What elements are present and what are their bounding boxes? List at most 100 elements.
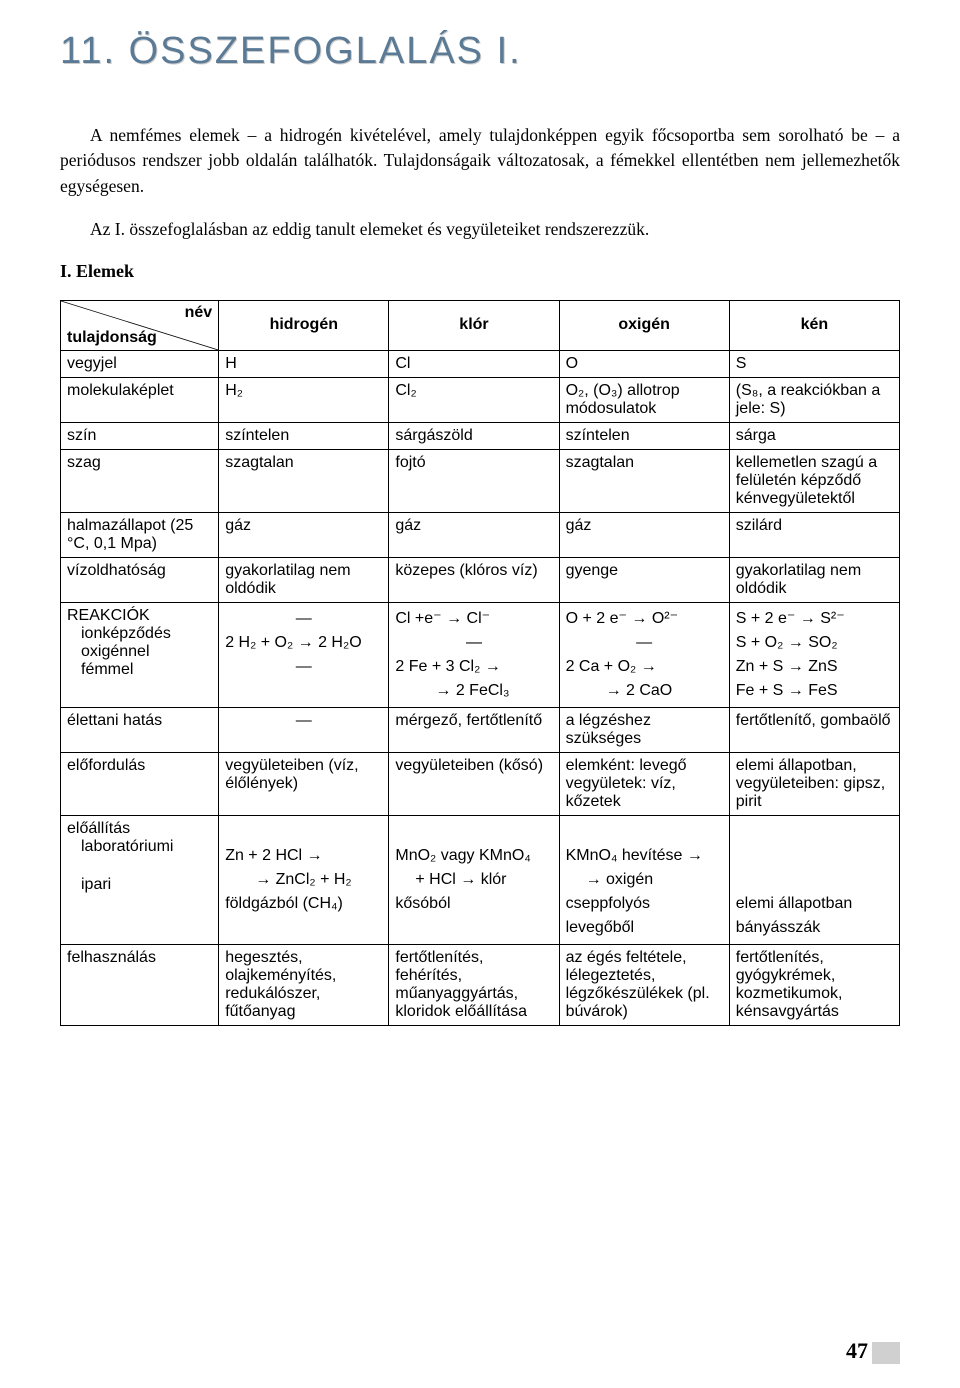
cell: Cl +e⁻ → Cl⁻ — 2 Fe + 3 Cl₂ → → 2 FeCl₃ xyxy=(389,602,559,707)
cell: gáz xyxy=(389,512,559,557)
cell: fertőtlenítő, gombaölő xyxy=(729,707,899,752)
cell: mérgező, fertőtlenítő xyxy=(389,707,559,752)
reaction-line: — xyxy=(395,631,552,655)
cell: színtelen xyxy=(219,422,389,449)
cell: S + 2 e⁻ → S²⁻ S + O₂ → SO₂ Zn + S → ZnS… xyxy=(729,602,899,707)
reaction-line: O + 2 e⁻ → O²⁻ xyxy=(566,607,723,631)
row-sublabel: laboratóriumi xyxy=(67,838,212,856)
row-label-text: előállítás xyxy=(67,820,130,837)
reaction-line: földgázból (CH₄) xyxy=(225,892,382,916)
row-label: REAKCIÓK ionképződés oxigénnel fémmel xyxy=(61,602,219,707)
row-sublabel: ipari xyxy=(67,876,212,894)
reaction-line: — xyxy=(566,631,723,655)
header-diagonal: név tulajdonság xyxy=(61,300,219,350)
cell: O + 2 e⁻ → O²⁻ — 2 Ca + O₂ → → 2 CaO xyxy=(559,602,729,707)
table-row: szín színtelen sárgászöld színtelen sárg… xyxy=(61,422,900,449)
row-label: molekulaképlet xyxy=(61,377,219,422)
reaction-line: Fe + S → FeS xyxy=(736,679,893,703)
header-chlorine: klór xyxy=(389,300,559,350)
reaction-line: 2 H₂ + O₂ → 2 H₂O xyxy=(225,631,382,655)
row-label: vízoldhatóság xyxy=(61,557,219,602)
row-label: szín xyxy=(61,422,219,449)
page-number-decoration xyxy=(872,1342,900,1364)
row-sublabel: fémmel xyxy=(67,661,212,679)
elements-table: név tulajdonság hidrogén klór oxigén kén… xyxy=(60,300,900,1026)
reaction-line: Cl +e⁻ → Cl⁻ xyxy=(395,607,552,631)
cell: kellemetlen szagú a felületén képződő ké… xyxy=(729,449,899,512)
chapter-number: 11. xyxy=(60,30,116,72)
table-row-preparation: előállítás laboratóriumi ipari Zn + 2 HC… xyxy=(61,815,900,944)
cell: az égés feltétele, lélegeztetés, légzőké… xyxy=(559,944,729,1025)
table-row: szag szagtalan fojtó szagtalan kellemetl… xyxy=(61,449,900,512)
reaction-line: → oxigén xyxy=(566,868,723,892)
row-label: felhasználás xyxy=(61,944,219,1025)
cell: Cl xyxy=(389,350,559,377)
reaction-line: elemi állapotban bányásszák xyxy=(736,892,893,940)
cell: — 2 H₂ + O₂ → 2 H₂O — xyxy=(219,602,389,707)
reaction-line: → ZnCl₂ + H₂ xyxy=(225,868,382,892)
reaction-line: MnO₂ vagy KMnO₄ xyxy=(395,844,552,868)
reaction-line: Zn + S → ZnS xyxy=(736,655,893,679)
table-row: élettani hatás — mérgező, fertőtlenítő a… xyxy=(61,707,900,752)
cell: elemi állapotban bányásszák xyxy=(729,815,899,944)
cell: közepes (klóros víz) xyxy=(389,557,559,602)
cell: elemi állapotban, vegyületeiben: gipsz, … xyxy=(729,752,899,815)
reaction-line: KMnO₄ hevítése → xyxy=(566,844,723,868)
row-sublabel: oxigénnel xyxy=(67,643,212,661)
table-row: halmazállapot (25 °C, 0,1 Mpa) gáz gáz g… xyxy=(61,512,900,557)
header-oxygen: oxigén xyxy=(559,300,729,350)
page-number: 47 xyxy=(846,1338,900,1364)
cell: Zn + 2 HCl → → ZnCl₂ + H₂ földgázból (CH… xyxy=(219,815,389,944)
table-row: molekulaképlet H₂ Cl₂ O₂, (O₃) allotrop … xyxy=(61,377,900,422)
reaction-line: Zn + 2 HCl → xyxy=(225,844,382,868)
row-label: szag xyxy=(61,449,219,512)
row-sublabel: ionképződés xyxy=(67,625,212,643)
cell: vegyületeiben (kősó) xyxy=(389,752,559,815)
cell: gyakorlatilag nem oldódik xyxy=(219,557,389,602)
reaction-line: → 2 CaO xyxy=(566,679,723,703)
cell: Cl₂ xyxy=(389,377,559,422)
cell: O xyxy=(559,350,729,377)
cell: O₂, (O₃) allotrop módosulatok xyxy=(559,377,729,422)
reaction-line: 2 Fe + 3 Cl₂ → xyxy=(395,655,552,679)
reaction-line: → 2 FeCl₃ xyxy=(395,679,552,703)
reaction-line: levegőből xyxy=(566,916,723,940)
row-label: halmazállapot (25 °C, 0,1 Mpa) xyxy=(61,512,219,557)
cell: fertőtlenítés, fehérítés, műanyaggyártás… xyxy=(389,944,559,1025)
reaction-line: — xyxy=(225,655,382,679)
cell: KMnO₄ hevítése → → oxigén cseppfolyós le… xyxy=(559,815,729,944)
cell: szagtalan xyxy=(219,449,389,512)
cell: színtelen xyxy=(559,422,729,449)
cell: gyenge xyxy=(559,557,729,602)
cell: sárgászöld xyxy=(389,422,559,449)
reaction-line: cseppfolyós xyxy=(566,892,723,916)
cell: a légzéshez szükséges xyxy=(559,707,729,752)
row-label: előfordulás xyxy=(61,752,219,815)
cell: gáz xyxy=(219,512,389,557)
cell: fertőtlenítés, gyógykrémek, kozmetikumok… xyxy=(729,944,899,1025)
row-label-text: REAKCIÓK xyxy=(67,607,150,624)
row-label: vegyjel xyxy=(61,350,219,377)
table-row: előfordulás vegyületeiben (víz, élőlénye… xyxy=(61,752,900,815)
row-label: élettani hatás xyxy=(61,707,219,752)
cell: S xyxy=(729,350,899,377)
table-row: vegyjel H Cl O S xyxy=(61,350,900,377)
table-row: vízoldhatóság gyakorlatilag nem oldódik … xyxy=(61,557,900,602)
row-label: előállítás laboratóriumi ipari xyxy=(61,815,219,944)
reaction-line: + HCl → klór xyxy=(395,868,552,892)
section-title: I. Elemek xyxy=(60,261,900,282)
page-number-text: 47 xyxy=(846,1338,868,1363)
header-diag-top: név xyxy=(185,304,213,322)
reaction-line: S + 2 e⁻ → S²⁻ xyxy=(736,607,893,631)
cell: — xyxy=(219,707,389,752)
cell: MnO₂ vagy KMnO₄ + HCl → klór kősóból xyxy=(389,815,559,944)
cell: H xyxy=(219,350,389,377)
cell: (S₈, a reakciókban a jele: S) xyxy=(729,377,899,422)
cell: gyakorlatilag nem oldódik xyxy=(729,557,899,602)
cell: H₂ xyxy=(219,377,389,422)
cell: elemként: levegő vegyületek: víz, kőzete… xyxy=(559,752,729,815)
cell: gáz xyxy=(559,512,729,557)
chapter-title: 11. ÖSSZEFOGLALÁS I. xyxy=(60,30,900,73)
intro-paragraph-1: A nemfémes elemek – a hidrogén kivételév… xyxy=(60,123,900,199)
header-sulfur: kén xyxy=(729,300,899,350)
